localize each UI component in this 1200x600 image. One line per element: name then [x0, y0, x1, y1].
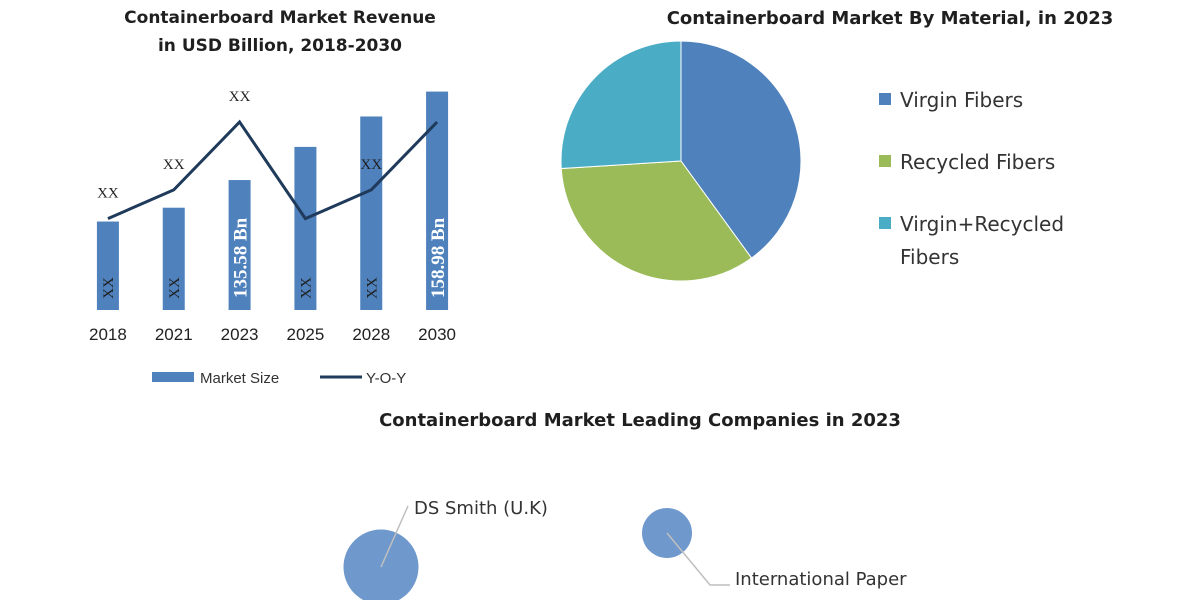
legend-label-yoy: Y-O-Y	[366, 370, 406, 387]
revenue-chart-title-line-2: in USD Billion, 2018-2030	[157, 36, 403, 56]
bar-value-label-2028: XX	[364, 277, 380, 299]
pie-legend-label-3-line-1: Virgin+Recycled	[900, 212, 1064, 236]
bar-value-label-2030: 158.98 Bn	[428, 217, 449, 298]
legend-label-market-size: Market Size	[200, 370, 279, 387]
pie-legend-swatch-2	[879, 155, 891, 167]
market-size-bar-2025	[294, 146, 317, 310]
bar-value-label-2023: 135.58 Bn	[231, 217, 252, 298]
yoy-value-label-2028: XX	[360, 157, 382, 173]
market-size-bar-2018	[96, 221, 119, 310]
pie-slice-2	[560, 160, 753, 282]
companies-chart-title: Containerboard Market Leading Companies …	[379, 410, 901, 431]
yoy-value-label-2023: XX	[229, 89, 251, 105]
yoy-value-label-2021: XX	[163, 157, 185, 173]
market-size-bar-2028	[360, 116, 383, 311]
bar-value-label-2018: XX	[101, 277, 117, 299]
bubble-label-international-paper: International Paper	[735, 569, 907, 590]
pie-legend-swatch-1	[879, 93, 891, 105]
yoy-value-label-2018: XX	[97, 186, 119, 202]
legend-swatch-market-size	[152, 372, 194, 382]
bubble-leader-international-paper	[666, 532, 730, 586]
pie-slice-3	[560, 40, 682, 170]
market-size-bar-2021	[162, 207, 185, 310]
pie-legend-swatch-3	[879, 217, 891, 229]
pie-legend-label-1-line-1: Virgin Fibers	[900, 88, 1023, 112]
bar-value-label-2021: XX	[167, 277, 183, 299]
pie-slice-1	[680, 40, 802, 259]
bubble-ds-smith	[343, 529, 419, 600]
x-tick-label-2025: 2025	[287, 325, 325, 344]
pie-legend-label-2-line-1: Recycled Fibers	[900, 150, 1055, 174]
x-tick-label-2018: 2018	[89, 325, 127, 344]
x-tick-label-2021: 2021	[155, 325, 193, 344]
x-tick-label-2028: 2028	[352, 325, 390, 344]
x-tick-label-2023: 2023	[221, 325, 259, 344]
market-size-bar-2030	[426, 91, 449, 311]
material-chart-title: Containerboard Market By Material, in 20…	[666, 8, 1114, 29]
yoy-line	[107, 119, 439, 221]
bubble-label-ds-smith: DS Smith (U.K)	[414, 498, 548, 519]
pie-legend-label-3-line-2: Fibers	[900, 245, 959, 269]
bubble-leader-ds-smith	[380, 505, 409, 568]
revenue-chart-title-line-1: Containerboard Market Revenue	[124, 8, 436, 28]
x-tick-label-2030: 2030	[418, 325, 456, 344]
bar-value-label-2025: XX	[298, 277, 314, 299]
market-size-bar-2023	[228, 180, 251, 310]
